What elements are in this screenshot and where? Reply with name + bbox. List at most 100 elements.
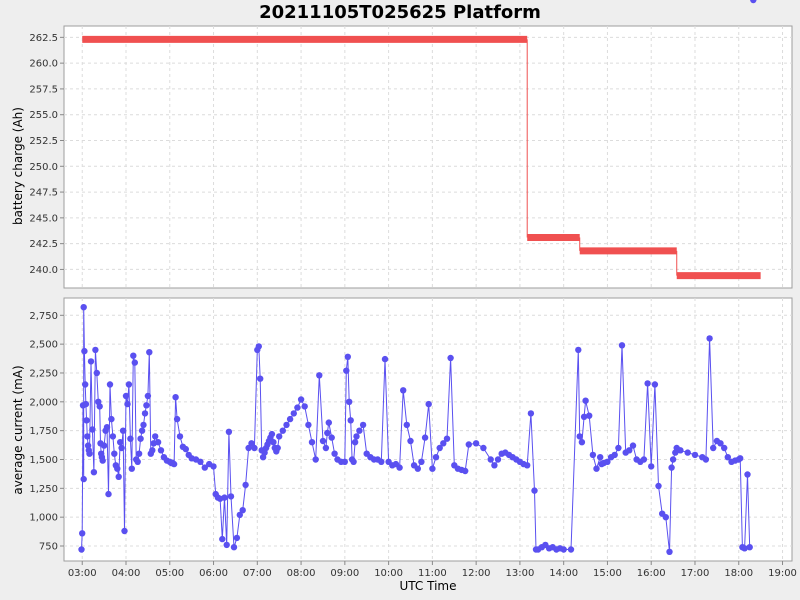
current-point xyxy=(472,440,480,447)
current-point xyxy=(239,507,246,514)
x-tick-label: 10:00 xyxy=(374,568,403,579)
x-tick-label: 04:00 xyxy=(112,568,141,579)
current-point xyxy=(233,534,241,542)
current-point xyxy=(86,450,93,457)
current-point xyxy=(122,392,130,400)
current-point xyxy=(124,400,131,408)
current-point xyxy=(648,463,655,470)
current-point xyxy=(465,441,472,448)
current-point xyxy=(746,544,753,551)
current-point xyxy=(491,462,498,469)
current-point xyxy=(343,367,350,374)
y-tick-label: 242.5 xyxy=(29,239,58,250)
current-point xyxy=(297,396,305,403)
current-point xyxy=(201,464,208,471)
current-point xyxy=(106,381,114,388)
current-point xyxy=(137,435,144,442)
current-point xyxy=(305,421,312,429)
current-point xyxy=(407,437,414,445)
current-point xyxy=(117,439,124,446)
x-tick-label: 09:00 xyxy=(330,568,359,579)
current-point xyxy=(421,434,429,441)
current-point xyxy=(90,469,98,476)
current-point xyxy=(400,387,407,394)
current-point xyxy=(597,454,604,461)
current-point xyxy=(105,490,112,498)
current-point xyxy=(737,455,744,462)
current-point xyxy=(255,343,262,350)
current-point xyxy=(662,514,669,521)
chart-title: 20211105T025625 Platform xyxy=(259,2,541,23)
current-point xyxy=(154,439,162,446)
current-point xyxy=(604,458,611,465)
current-point xyxy=(146,349,153,356)
current-point xyxy=(227,493,235,500)
y-tick-label: 750 xyxy=(39,542,58,553)
current-point xyxy=(341,458,348,465)
battery-plot-area xyxy=(63,25,793,289)
current-point xyxy=(144,392,152,400)
current-point xyxy=(99,457,106,464)
current-point xyxy=(580,413,588,420)
current-point xyxy=(618,342,626,349)
y-tick-label: 2,250 xyxy=(29,368,58,379)
current-point xyxy=(724,454,731,461)
current-point xyxy=(223,541,230,549)
current-point xyxy=(114,465,121,472)
current-point xyxy=(744,471,751,478)
current-point xyxy=(684,449,691,456)
current-point xyxy=(93,369,101,377)
current-point xyxy=(283,421,290,429)
current-point xyxy=(84,433,91,440)
current-point xyxy=(109,433,117,440)
current-point xyxy=(173,415,181,423)
current-point xyxy=(567,546,575,553)
x-tick-label: 14:00 xyxy=(549,568,578,579)
current-point xyxy=(301,403,308,410)
current-point xyxy=(121,527,128,535)
current-point xyxy=(560,546,567,553)
x-tick-label: 13:00 xyxy=(505,568,534,579)
current-point xyxy=(640,456,648,463)
battery-charge-panel: 240.0 242.5 245.0 247.5 250.0 252.5 255.0 257.5… xyxy=(11,25,793,289)
y-tick-label: 1,250 xyxy=(29,484,58,495)
current-point xyxy=(125,381,133,388)
current-point xyxy=(245,444,252,452)
current-point xyxy=(668,464,675,471)
current-point xyxy=(111,450,118,457)
current-point xyxy=(176,433,184,440)
x-tick-label: 07:00 xyxy=(243,568,272,579)
current-point xyxy=(347,417,354,424)
current-point xyxy=(270,439,277,446)
current-point xyxy=(462,467,469,475)
current-plot-area xyxy=(63,297,793,562)
current-point xyxy=(328,434,335,441)
current-point xyxy=(344,353,351,360)
current-point xyxy=(494,456,502,463)
current-point xyxy=(629,442,637,449)
current-point xyxy=(741,545,748,552)
y-tick-label: 2,750 xyxy=(29,311,58,322)
current-point xyxy=(651,381,659,388)
current-point xyxy=(443,435,451,442)
current-point xyxy=(414,465,421,472)
current-point xyxy=(119,427,127,434)
current-point xyxy=(127,435,134,442)
x-tick-label: 12:00 xyxy=(462,568,491,579)
current-point xyxy=(197,458,204,465)
current-point xyxy=(331,450,338,457)
current-point xyxy=(524,462,531,469)
current-point xyxy=(626,447,633,454)
current-point xyxy=(78,546,85,553)
y-tick-label: 250.0 xyxy=(29,162,58,173)
current-point xyxy=(322,444,330,452)
current-point xyxy=(130,352,137,359)
current-point xyxy=(87,358,95,365)
y-tick-label: 1,500 xyxy=(29,455,58,466)
current-point xyxy=(219,535,226,543)
current-point xyxy=(425,400,432,408)
current-point xyxy=(268,430,276,438)
current-point xyxy=(487,456,494,463)
current-point xyxy=(290,410,297,417)
